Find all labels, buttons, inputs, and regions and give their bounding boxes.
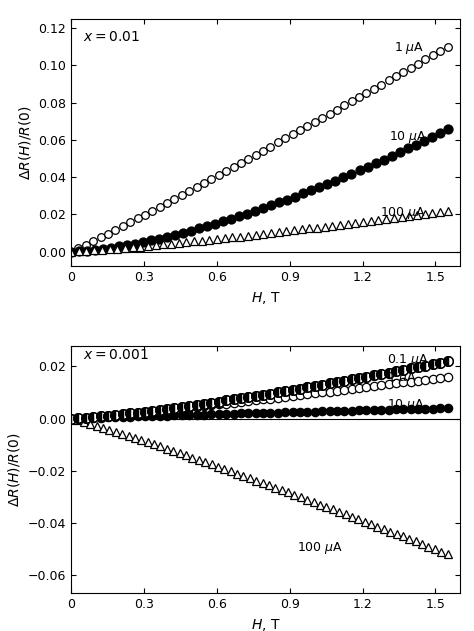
Text: 0.1 $\mu$A: 0.1 $\mu$A	[387, 351, 429, 368]
Text: 100 $\mu$A: 100 $\mu$A	[297, 541, 343, 557]
X-axis label: $H$, T: $H$, T	[251, 290, 280, 306]
Text: 1 $\mu$A: 1 $\mu$A	[394, 40, 425, 56]
Text: $x = 0.001$: $x = 0.001$	[83, 348, 149, 362]
Y-axis label: $\Delta R(H)/R(0)$: $\Delta R(H)/R(0)$	[6, 432, 22, 507]
Text: 1 $\mu$A: 1 $\mu$A	[387, 370, 417, 386]
Text: $x = 0.01$: $x = 0.01$	[83, 30, 140, 44]
Text: 10 $\mu$A: 10 $\mu$A	[389, 129, 428, 145]
Text: 10 $\mu$A: 10 $\mu$A	[387, 397, 425, 413]
Text: 100 $\mu$A: 100 $\mu$A	[380, 205, 426, 221]
X-axis label: $H$, T: $H$, T	[251, 616, 280, 631]
Y-axis label: $\Delta R(H)/R(0)$: $\Delta R(H)/R(0)$	[17, 105, 33, 180]
